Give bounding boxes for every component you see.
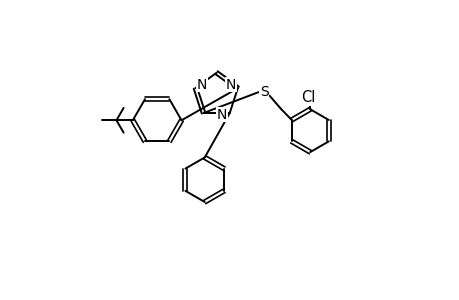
Text: N: N <box>226 78 236 92</box>
Text: S: S <box>259 85 268 99</box>
Text: Cl: Cl <box>301 91 315 106</box>
Text: N: N <box>217 107 227 122</box>
Text: N: N <box>196 78 207 92</box>
